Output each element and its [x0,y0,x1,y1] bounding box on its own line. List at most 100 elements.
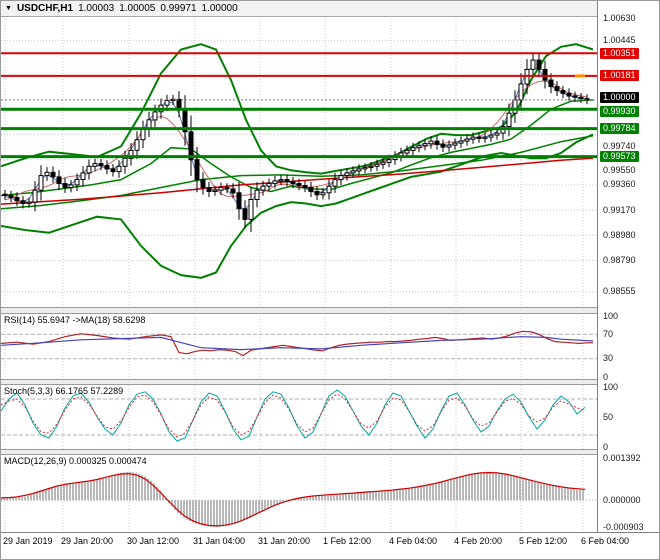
ohlc-high: 1.00005 [119,3,156,14]
stochastic-indicator-label: Stoch(5,3,3) 66.1765 57.2289 [4,386,124,396]
macd-axis-label: 0.001392 [603,453,641,464]
candle-body [110,168,116,173]
bollinger-lower-line [1,133,594,279]
candle-body [32,189,38,203]
candle-body [578,96,584,100]
ohlc-open: 1.00003 [78,3,115,14]
candle-body [536,59,542,70]
candle-body [242,208,248,220]
stoch-axis-label: 100 [603,381,619,392]
bollinger-middle-line [1,99,594,197]
candle-body [164,100,170,106]
candle-body [482,136,488,139]
candle-body [542,68,548,81]
ohlc-close: 1.00000 [201,3,238,14]
candle-body [218,187,224,191]
candle-body [2,193,8,196]
candle-body [560,90,566,94]
candle-body [494,132,500,136]
candle-body [236,192,242,210]
candle-body [410,147,416,151]
price-grid-label: 0.98980 [603,229,636,240]
stoch-axis-label: 0 [603,441,609,452]
candle-body [404,149,410,154]
candle-body [152,111,158,121]
candle-body [260,185,266,191]
candle-body [92,163,98,167]
candle-body [554,86,560,92]
price-grid-label: 1.00445 [603,35,636,46]
candle-body [14,197,20,202]
candle-body [506,112,512,127]
candle-body [104,165,110,170]
candle-body [380,161,386,165]
candle-body [284,179,290,183]
price-line-badge: 0.99930 [600,105,639,117]
symbol-timeframe: USDCHF,H1 [16,3,74,14]
candle-body [122,157,128,167]
macd-axis-label: 0.000000 [603,494,641,505]
price-grid-label: 0.98790 [603,255,636,266]
candle-body [188,131,194,161]
candle-body [476,136,482,139]
candle-body [416,145,422,149]
pane-separator[interactable] [1,449,659,455]
candle-body [350,170,356,174]
candle-body [38,175,44,191]
candle-body [224,187,230,190]
price-grid-label: 0.99170 [603,204,636,215]
time-axis-label: 5 Feb 12:00 [519,536,568,546]
rsi-axis-label: 70 [603,328,614,339]
price-grid-label: 0.99360 [603,179,636,190]
candle-body [338,175,344,181]
candle-body [50,171,56,178]
candle-body [458,140,464,144]
time-axis-label: 1 Feb 12:00 [323,536,372,546]
candle-body [488,134,494,138]
candle-body [302,185,308,188]
macd-axis-label: -0.000903 [603,521,644,532]
pane-separator[interactable] [1,379,659,385]
time-axis-label: 4 Feb 04:00 [389,536,438,546]
chart-toolbar: ▼ USDCHF,H1 1.00003 1.00005 0.99971 1.00… [1,1,597,17]
pane-separator[interactable] [1,307,659,314]
time-axis-label: 31 Jan 04:00 [193,536,246,546]
stoch-d-line [1,393,586,438]
candle-body [422,143,428,147]
candle-body [212,189,218,192]
candle-body [272,180,278,185]
candle-body [452,142,458,146]
rsi-axis-label: 30 [603,353,614,364]
candle-body [140,128,146,141]
candle-body [470,136,476,140]
price-marker [575,74,585,78]
candle-body [194,159,200,181]
candle-body [314,191,320,196]
candle-body [446,144,452,148]
candle-body [374,163,380,167]
candle-body [518,83,524,101]
candle-body [266,183,272,187]
candle-body [278,179,284,182]
candle-body [200,179,206,189]
candle-body [44,171,50,177]
time-axis-label: 31 Jan 20:00 [258,536,311,546]
ma-red-line [1,157,594,205]
candle-body [254,189,260,200]
price-axis[interactable]: 1.00630 1.00445 0.99740 0.99550 0.99360 0.991… [597,1,659,532]
candle-body [512,99,518,114]
time-axis[interactable]: 29 Jan 2019 29 Jan 20:00 30 Jan 12:00 31 Ja… [1,532,659,559]
rsi-axis-label: 100 [603,310,619,321]
candle-body [116,165,122,173]
candle-body [464,138,470,142]
candle-body [428,140,434,145]
time-axis-label: 29 Jan 20:00 [61,536,114,546]
candle-body [128,149,134,159]
candle-body [362,167,368,170]
candle-body [296,183,302,186]
price-line-badge: 1.00351 [600,47,639,59]
candle-body [566,92,572,97]
candle-body [386,159,392,163]
candle-body [248,199,254,220]
